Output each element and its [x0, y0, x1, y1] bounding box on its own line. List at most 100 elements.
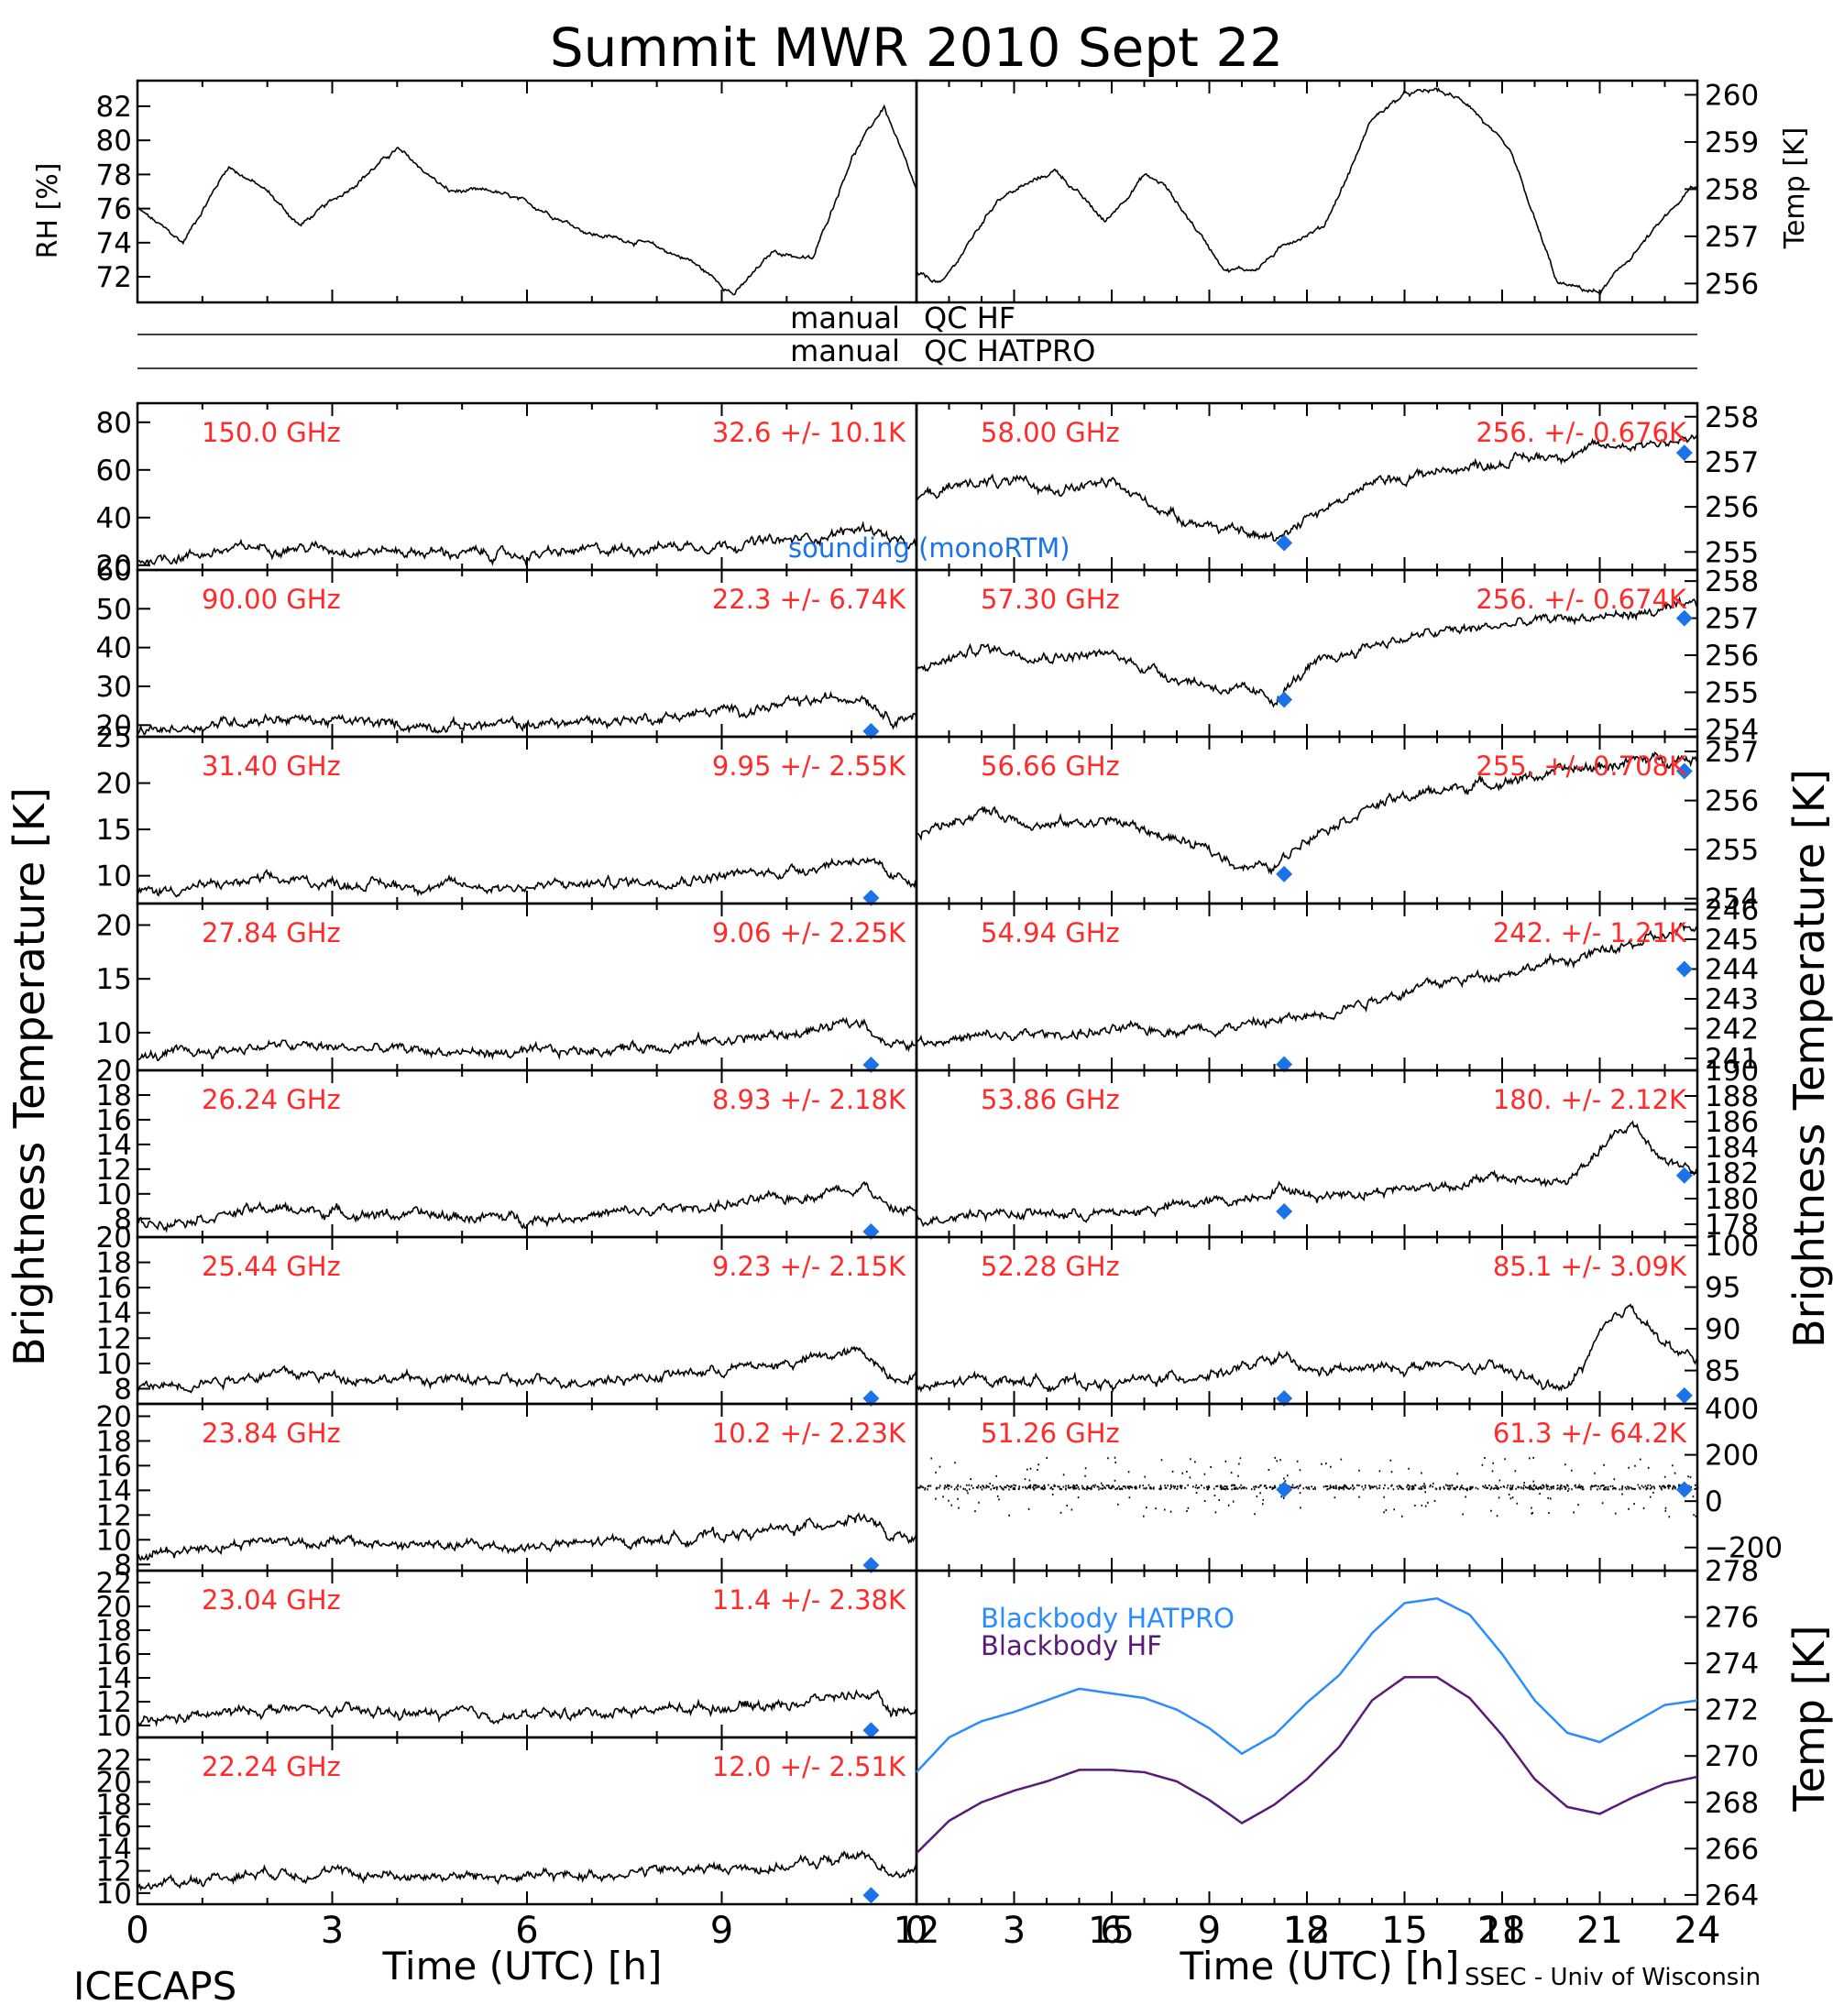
- y-tick-label: 25: [96, 721, 132, 754]
- ylabel-temp-top: Temp [K]: [1779, 127, 1811, 250]
- x-tick-label-left: 3: [321, 1910, 344, 1952]
- y-tick-label: 20: [96, 709, 132, 742]
- channel-stat: 256. +/- 0.674K: [1476, 584, 1687, 615]
- sounding-point: [1675, 609, 1693, 627]
- sounding-point: [1276, 1390, 1293, 1407]
- y-tick-label: 12: [96, 1154, 132, 1187]
- y-tick-label: 241: [1705, 1043, 1759, 1076]
- y-tick-label: 14: [96, 1129, 132, 1162]
- channel-stat: 10.2 +/- 2.23K: [712, 1418, 906, 1449]
- x-tick-label-left: 9: [710, 1910, 733, 1952]
- y-tick-label: 18: [96, 1615, 132, 1648]
- y-tick-label: 256: [1705, 640, 1759, 673]
- y-tick-label: 180: [1705, 1183, 1759, 1216]
- y-tick-label: 10: [96, 1017, 132, 1050]
- y-tick-label: 254: [1705, 883, 1759, 916]
- y-tick-label: 90: [1705, 1313, 1740, 1346]
- channel-label: 90.00 GHz: [202, 584, 341, 615]
- y-tick-label: 16: [96, 1811, 132, 1844]
- y-tick-label: 272: [1705, 1694, 1759, 1727]
- channel-stat: 180. +/- 2.12K: [1493, 1084, 1687, 1115]
- y-tick-label: 0: [1705, 1485, 1723, 1518]
- y-tick-label: 22: [96, 1567, 132, 1600]
- y-tick-label: 30: [96, 671, 132, 704]
- y-tick-label: 10: [96, 860, 132, 893]
- sounding-point: [1675, 1481, 1693, 1498]
- panel-ch5228: 85 90 95 100 52.28 GHz 85.1 +/- 3.09K: [915, 1230, 1759, 1407]
- y-tick-label: 50: [96, 593, 132, 626]
- y-tick-label: 190: [1705, 1055, 1759, 1088]
- channel-label: 53.86 GHz: [981, 1084, 1120, 1115]
- x-tick-label-left: 18: [1283, 1910, 1330, 1952]
- sounding-point: [1675, 444, 1693, 462]
- y-tick-label: 15: [96, 963, 132, 996]
- x-tick-label-right: 6: [1100, 1910, 1123, 1952]
- panel-temp_top: 256 257 258 259 260: [915, 79, 1759, 304]
- y-tick-label: 257: [1705, 736, 1759, 769]
- y-tick-label: 20: [96, 1591, 132, 1624]
- channel-stat: 12.0 +/- 2.51K: [712, 1751, 906, 1782]
- y-tick-label: 400: [1705, 1393, 1759, 1426]
- y-tick-label: 60: [96, 455, 132, 488]
- series-trace: [916, 433, 1698, 542]
- ylabel-rh: RH [%]: [32, 163, 64, 259]
- sounding-point: [862, 1390, 880, 1407]
- series-blackbody-hatpro: [916, 1597, 1698, 1773]
- series-trace: [137, 1016, 917, 1062]
- y-tick-label: 8: [114, 1549, 132, 1582]
- panel-ch5666: 254 255 256 257 56.66 GHz 255. +/- 0.708K: [915, 735, 1759, 916]
- y-tick-label: 20: [96, 768, 132, 801]
- x-tick-label-left: 6: [515, 1910, 538, 1952]
- sounding-point: [862, 1557, 880, 1573]
- y-tick-label: 200: [1705, 1440, 1759, 1473]
- y-tick-label: 255: [1705, 676, 1759, 709]
- y-tick-label: 12: [96, 1686, 132, 1719]
- qc-row2-right: QC HATPRO: [924, 334, 1095, 368]
- xlabel-left: Time (UTC) [h]: [382, 1944, 663, 1989]
- channel-stat: 85.1 +/- 3.09K: [1493, 1251, 1687, 1282]
- channel-stat: 9.23 +/- 2.15K: [712, 1251, 906, 1282]
- y-tick-label: 10: [96, 1878, 132, 1911]
- y-tick-label: 16: [96, 1450, 132, 1483]
- x-tick-label-right: 3: [1003, 1910, 1026, 1952]
- channel-stat: 9.06 +/- 2.25K: [712, 917, 906, 948]
- series-trace: [916, 1120, 1698, 1228]
- y-tick-label: 256: [1705, 268, 1759, 301]
- y-tick-label: 274: [1705, 1648, 1759, 1681]
- channel-label: 31.40 GHz: [202, 751, 341, 782]
- y-tick-label: 40: [96, 502, 132, 535]
- channel-label: 58.00 GHz: [981, 417, 1120, 448]
- panel-ch2784: 10 15 20 27.84 GHz 9.06 +/- 2.25K: [96, 902, 918, 1073]
- y-tick-label: 16: [96, 1104, 132, 1137]
- sounding-point: [1276, 865, 1293, 882]
- sounding-point: [1675, 1386, 1693, 1404]
- y-tick-label: 256: [1705, 785, 1759, 818]
- y-tick-label: 100: [1705, 1230, 1759, 1263]
- y-tick-label: 14: [96, 1662, 132, 1695]
- y-tick-label: 14: [96, 1474, 132, 1507]
- legend-hatpro: Blackbody HATPRO: [981, 1603, 1235, 1634]
- y-tick-label: 178: [1705, 1209, 1759, 1242]
- y-tick-label: 76: [96, 193, 132, 226]
- series-scatter: [916, 1456, 1699, 1518]
- channel-stat: 256. +/- 0.676K: [1476, 417, 1687, 448]
- y-tick-label: 8: [114, 1203, 132, 1236]
- y-tick-label: 260: [1705, 79, 1759, 112]
- series-trace: [137, 690, 917, 736]
- ylabel-tb-left: Brightness Temperature [K]: [5, 787, 54, 1366]
- sounding-point: [1675, 762, 1693, 780]
- y-tick-label: 254: [1705, 714, 1759, 747]
- series-trace: [916, 86, 1698, 296]
- qc-row1-left: manual: [790, 301, 900, 335]
- panel-frame: [915, 79, 1699, 304]
- y-tick-label: 20: [96, 1400, 132, 1433]
- y-tick-label: 186: [1705, 1106, 1759, 1139]
- y-tick-label: 188: [1705, 1080, 1759, 1113]
- y-tick-label: 16: [96, 1272, 132, 1305]
- y-tick-label: 243: [1705, 983, 1759, 1016]
- sounding-point: [862, 889, 880, 906]
- series-trace: [137, 857, 917, 898]
